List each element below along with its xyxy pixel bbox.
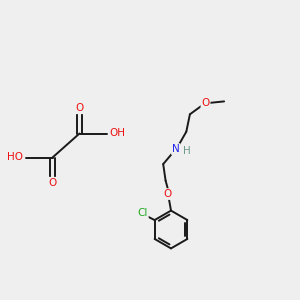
- Text: H: H: [183, 146, 191, 156]
- Text: OH: OH: [109, 128, 125, 139]
- Text: Cl: Cl: [137, 208, 148, 218]
- Text: N: N: [172, 144, 180, 154]
- Text: HO: HO: [7, 152, 23, 163]
- Text: O: O: [201, 98, 210, 108]
- Text: O: O: [75, 103, 84, 113]
- Text: O: O: [163, 189, 171, 199]
- Text: O: O: [48, 178, 57, 188]
